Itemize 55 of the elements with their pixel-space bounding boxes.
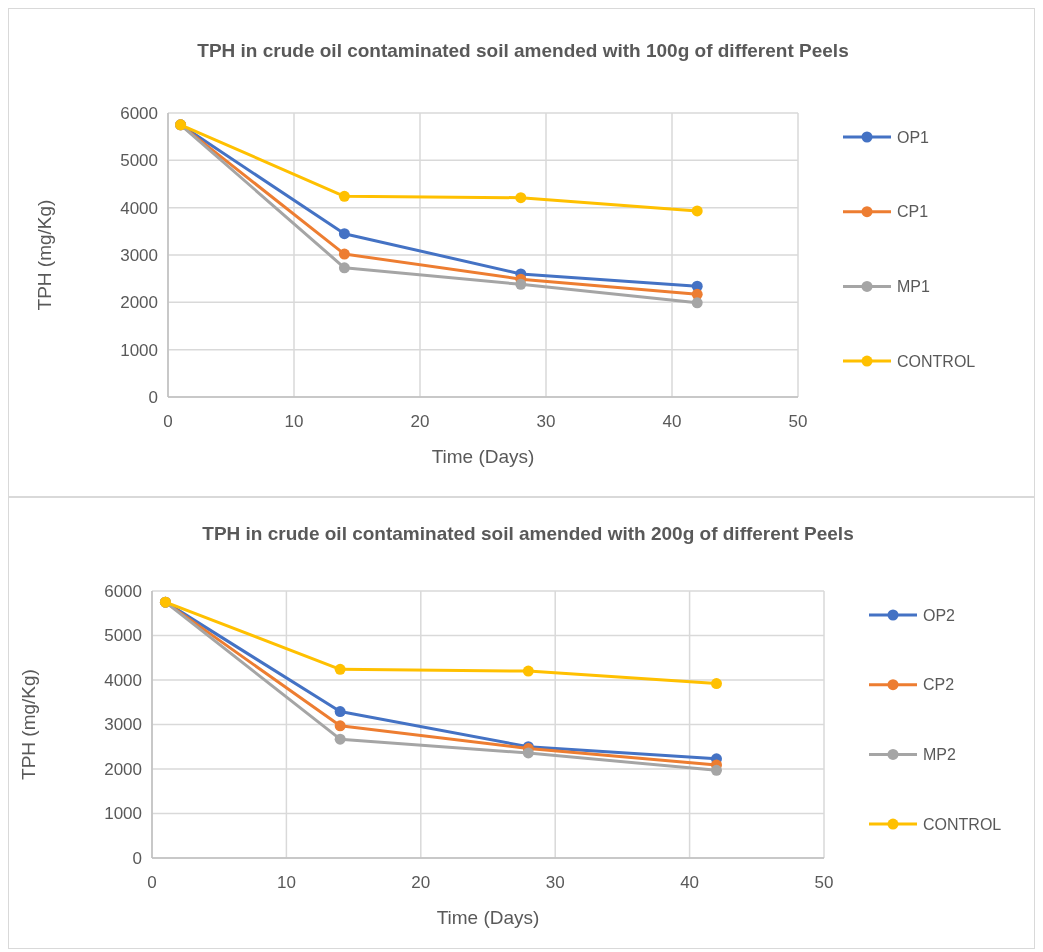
x-axis-title: Time (Days)	[436, 907, 540, 928]
legend-label: OP1	[897, 128, 930, 146]
point	[710, 678, 722, 690]
y-tick-label: 0	[132, 848, 142, 868]
chart-title: TPH in crude oil contaminated soil amended with 100g of different Peels	[197, 40, 849, 61]
y-tick-label: 1000	[104, 804, 142, 824]
x-tick-label: 20	[410, 412, 430, 431]
y-tick-label: 4000	[104, 670, 142, 690]
legend-label: CONTROL	[923, 815, 1002, 833]
y-tick-label: 6000	[104, 581, 142, 601]
point	[515, 192, 527, 204]
x-tick-label: 40	[680, 873, 700, 892]
x-tick-label: 30	[536, 412, 556, 431]
point	[338, 190, 350, 202]
point	[522, 665, 534, 677]
point	[691, 205, 703, 217]
point	[710, 764, 722, 776]
y-tick-label: 3000	[104, 715, 142, 735]
point	[691, 297, 703, 309]
y-tick-label: 3000	[120, 245, 158, 265]
y-tick-label: 2000	[120, 293, 158, 313]
legend-label: MP1	[897, 278, 930, 296]
y-tick-label: 6000	[120, 103, 158, 123]
x-tick-label: 0	[163, 412, 173, 431]
x-axis-title: Time (Days)	[431, 446, 535, 467]
x-tick-label: 50	[814, 873, 834, 892]
point	[515, 278, 527, 290]
point	[334, 733, 346, 745]
y-axis-title: TPH (mg/Kg)	[34, 199, 55, 311]
x-tick-label: 10	[284, 412, 304, 431]
x-tick-label: 40	[662, 412, 682, 431]
x-tick-label: 50	[788, 412, 808, 431]
point	[338, 262, 350, 274]
point	[334, 706, 346, 718]
y-tick-label: 5000	[120, 151, 158, 171]
point	[334, 663, 346, 675]
legend-label: CP1	[897, 203, 929, 221]
y-tick-label: 5000	[104, 626, 142, 646]
x-tick-label: 30	[545, 873, 565, 892]
x-tick-label: 20	[411, 873, 431, 892]
point	[338, 228, 350, 240]
x-tick-label: 10	[276, 873, 296, 892]
legend-label: CP2	[923, 676, 955, 694]
chart-title: TPH in crude oil contaminated soil amended with 200g of different Peels	[202, 523, 854, 544]
legend-label: MP2	[923, 746, 956, 764]
y-tick-label: 0	[148, 387, 158, 407]
point	[334, 720, 346, 732]
y-axis-title: TPH (mg/Kg)	[18, 669, 39, 780]
legend-label: CONTROL	[897, 352, 976, 370]
y-tick-label: 2000	[104, 759, 142, 779]
y-tick-label: 1000	[120, 340, 158, 360]
legend-label: OP2	[923, 606, 956, 624]
y-tick-label: 4000	[120, 198, 158, 218]
point	[522, 747, 534, 759]
point	[338, 248, 350, 260]
